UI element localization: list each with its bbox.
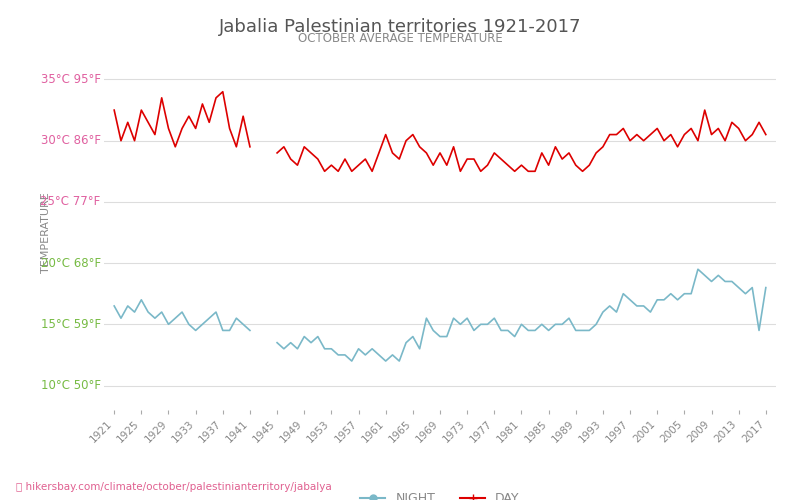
Legend: NIGHT, DAY: NIGHT, DAY <box>355 487 525 500</box>
Text: 35°C 95°F: 35°C 95°F <box>41 73 101 86</box>
Text: 25°C 77°F: 25°C 77°F <box>40 196 101 208</box>
Y-axis label: TEMPERATURE: TEMPERATURE <box>41 192 50 273</box>
Text: OCTOBER AVERAGE TEMPERATURE: OCTOBER AVERAGE TEMPERATURE <box>298 32 502 46</box>
Text: 📍 hikersbay.com/climate/october/palestinianterritory/jabalya: 📍 hikersbay.com/climate/october/palestin… <box>16 482 332 492</box>
Text: 20°C 68°F: 20°C 68°F <box>41 256 101 270</box>
Text: 15°C 59°F: 15°C 59°F <box>41 318 101 331</box>
Text: 10°C 50°F: 10°C 50°F <box>41 379 101 392</box>
Text: Jabalia Palestinian territories 1921-2017: Jabalia Palestinian territories 1921-201… <box>218 18 582 36</box>
Text: 30°C 86°F: 30°C 86°F <box>41 134 101 147</box>
